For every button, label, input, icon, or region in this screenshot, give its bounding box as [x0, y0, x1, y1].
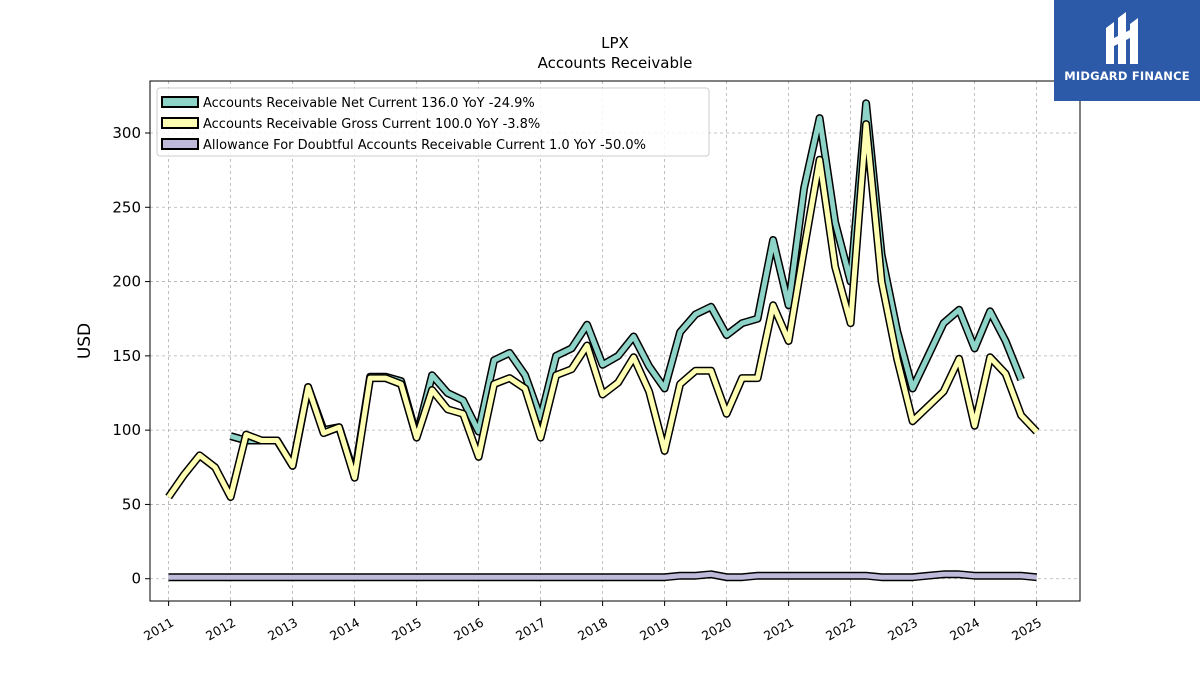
legend-box	[156, 87, 710, 157]
x-tick-label: 2011	[141, 615, 176, 644]
x-tick-label: 2022	[823, 615, 858, 644]
brand-name: MIDGARD FINANCE	[1064, 69, 1190, 83]
series-line-3	[168, 571, 1037, 580]
y-tick-label: 250	[112, 198, 141, 216]
x-tick-label: 2012	[203, 615, 238, 644]
x-tick-label: 2023	[885, 615, 920, 644]
series-outline-1	[229, 99, 1025, 479]
legend-swatch	[161, 96, 199, 108]
series-lines	[165, 99, 1040, 582]
y-tick-label: 200	[112, 273, 141, 291]
y-tick-label: 0	[131, 570, 141, 588]
y-tick-label: 300	[112, 124, 141, 142]
x-tick-label: 2019	[637, 615, 672, 644]
x-tick-label: 2017	[513, 615, 548, 644]
x-tick-label: 2021	[761, 615, 796, 644]
grid-lines	[150, 81, 1080, 601]
legend: Accounts Receivable Net Current 136.0 Yo…	[156, 87, 710, 157]
legend-label: Accounts Receivable Gross Current 100.0 …	[203, 117, 540, 132]
x-tick-label: 2020	[699, 615, 734, 644]
x-tick-label: 2014	[327, 615, 362, 644]
chart-subtitle: Accounts Receivable	[538, 54, 693, 72]
series-line-2	[166, 121, 1039, 500]
y-tick-label: 50	[122, 495, 141, 513]
x-tick-label: 2013	[265, 615, 300, 644]
brand-mark-icon	[1106, 12, 1138, 64]
legend-swatch	[161, 138, 199, 150]
x-tick-label: 2024	[947, 615, 982, 644]
chart-title: LPX	[601, 34, 629, 52]
x-tick-label: 2025	[1009, 615, 1044, 644]
x-tick-label: 2018	[575, 615, 610, 644]
series-line-1	[229, 100, 1024, 478]
plot-frame	[149, 80, 1081, 602]
brand-logo: MIDGARD FINANCE	[1054, 0, 1200, 101]
x-tick-label: 2015	[389, 615, 424, 644]
legend-label: Allowance For Doubtful Accounts Receivab…	[203, 138, 646, 153]
y-tick-label: 150	[112, 347, 141, 365]
legend-swatch	[161, 117, 199, 129]
x-tick-label: 2016	[451, 615, 486, 644]
y-tick-label: 100	[112, 421, 141, 439]
y-axis-label: USD	[75, 323, 95, 359]
legend-label: Accounts Receivable Net Current 136.0 Yo…	[203, 96, 535, 111]
